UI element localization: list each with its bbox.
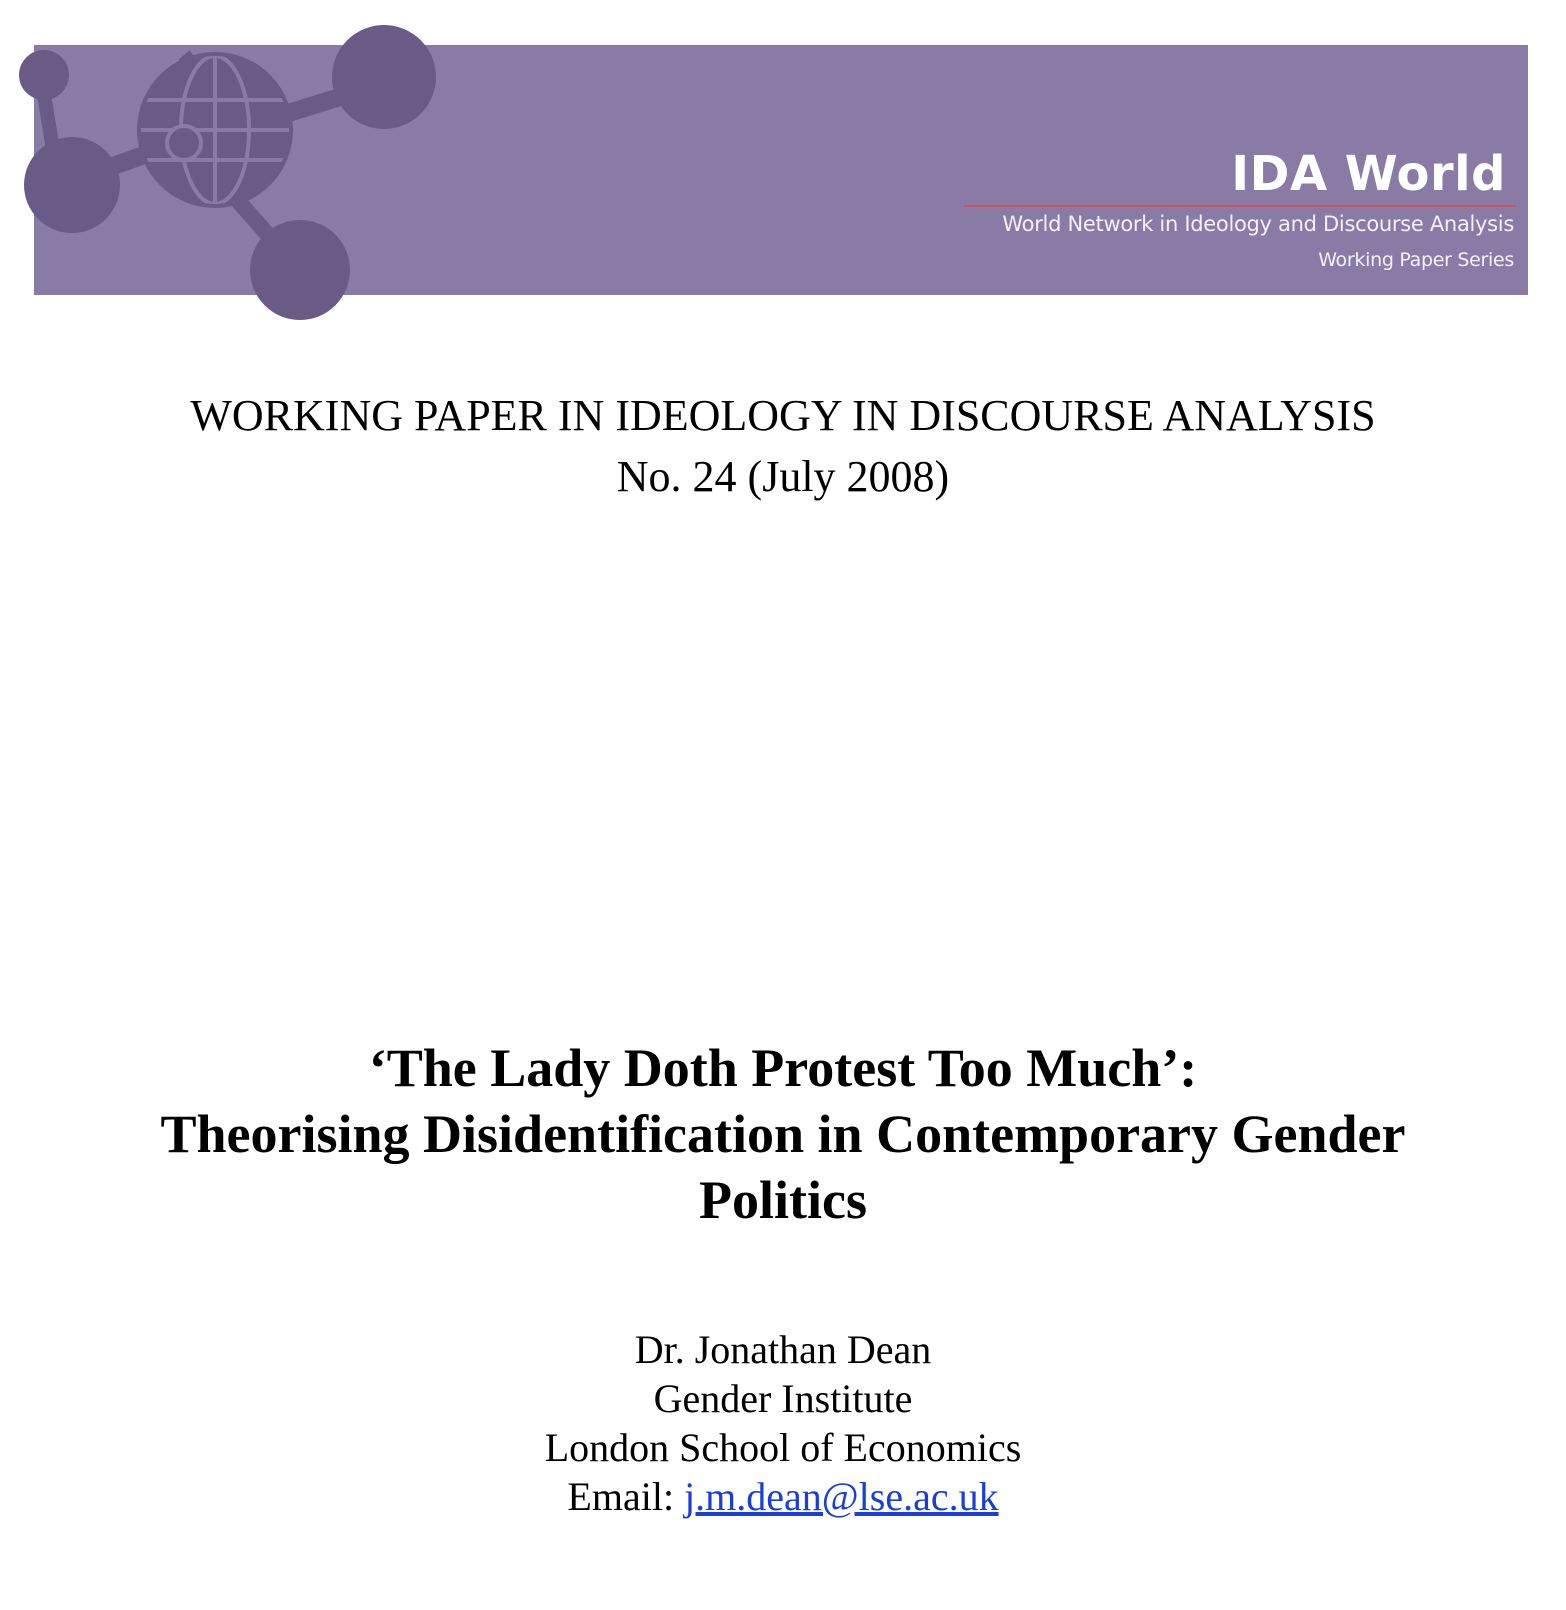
globe-network-icon bbox=[19, 25, 436, 320]
author-institution: London School of Economics bbox=[544, 1425, 1022, 1470]
email-link[interactable]: j.m.dean@lse.ac.uk bbox=[684, 1474, 999, 1519]
author-department: Gender Institute bbox=[653, 1376, 913, 1421]
author-email-row: Email: j.m.dean@lse.ac.uk bbox=[0, 1472, 1566, 1521]
email-label: Email: bbox=[567, 1474, 675, 1519]
paper-title-line: ‘The Lady Doth Protest Too Much’: bbox=[368, 1038, 1198, 1098]
series-number: No. 24 (July 2008) bbox=[616, 452, 950, 501]
brand-divider bbox=[964, 205, 1516, 207]
paper-title: ‘The Lady Doth Protest Too Much’: Theori… bbox=[60, 1035, 1506, 1233]
paper-title-line: Politics bbox=[699, 1170, 867, 1230]
author-info: Dr. Jonathan Dean Gender Institute Londo… bbox=[0, 1325, 1566, 1521]
series-heading: WORKING PAPER IN IDEOLOGY IN DISCOURSE A… bbox=[190, 391, 1376, 440]
brand-subtitle: World Network in Ideology and Discourse … bbox=[1002, 212, 1514, 236]
brand-title: IDA World bbox=[1231, 146, 1506, 202]
brand-series: Working Paper Series bbox=[1318, 249, 1514, 271]
author-name: Dr. Jonathan Dean bbox=[634, 1327, 932, 1372]
paper-title-line: Theorising Disidentification in Contempo… bbox=[160, 1104, 1406, 1164]
